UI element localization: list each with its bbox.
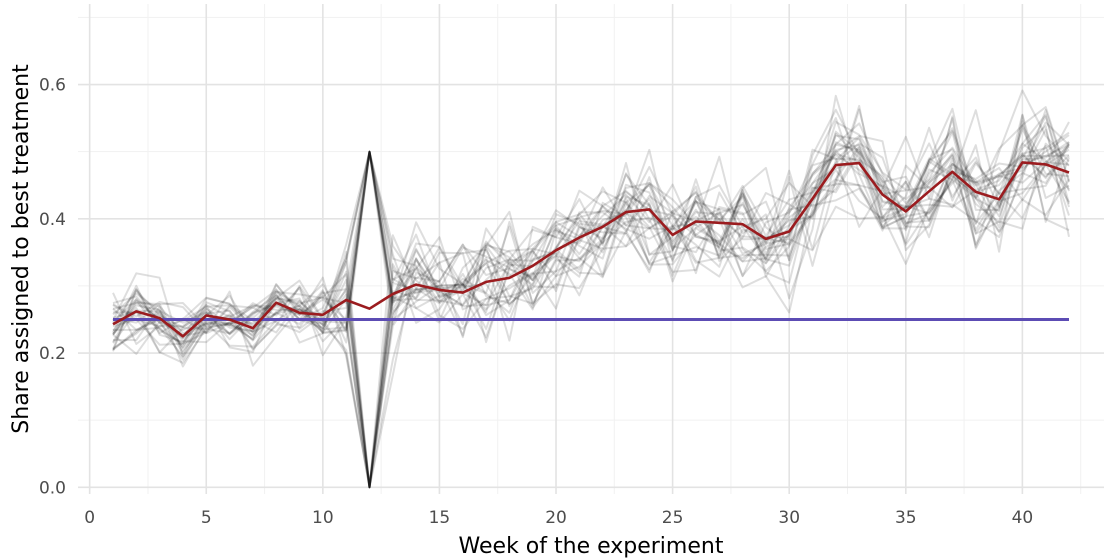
grid-minor — [78, 4, 1104, 494]
x-tick-label: 40 — [1012, 508, 1034, 528]
replicate-line — [112, 131, 1070, 489]
replicate-line — [112, 145, 1070, 355]
replicate-line — [112, 94, 1070, 346]
x-tick-labels: 0 5 10 15 20 25 30 35 40 — [84, 508, 1033, 528]
x-tick-label: 35 — [895, 508, 917, 528]
replicate-line — [112, 140, 1070, 489]
replicate-line — [112, 117, 1070, 358]
replicate-line — [112, 108, 1070, 344]
x-axis-title: Week of the experiment — [459, 534, 724, 558]
y-tick-label: 0.0 — [39, 478, 66, 498]
replicate-line — [112, 113, 1070, 489]
y-tick-label: 0.6 — [39, 76, 66, 96]
x-tick-label: 25 — [662, 508, 684, 528]
y-tick-label: 0.4 — [39, 210, 66, 230]
replicate-line — [112, 121, 1070, 489]
replicate-line — [112, 135, 1070, 489]
replicate-line — [112, 109, 1070, 368]
replicate-line — [112, 121, 1070, 351]
replicate-line — [112, 114, 1070, 351]
replicate-line — [112, 104, 1070, 341]
replicate-line — [112, 106, 1070, 333]
x-tick-label: 0 — [84, 508, 95, 528]
replicate-line — [112, 128, 1070, 336]
y-tick-label: 0.2 — [39, 344, 66, 364]
replicate-line — [112, 149, 1070, 489]
replicate-line — [112, 117, 1070, 489]
y-axis-title: Share assigned to best treatment — [9, 64, 34, 434]
replicate-line — [112, 134, 1070, 489]
replicate-line — [112, 108, 1070, 364]
x-tick-label: 20 — [545, 508, 567, 528]
replicate-line — [112, 141, 1070, 489]
mean-series-line — [112, 161, 1070, 338]
x-tick-label: 5 — [201, 508, 212, 528]
x-tick-label: 30 — [778, 508, 800, 528]
replicate-lines — [112, 89, 1070, 489]
replicate-line — [112, 122, 1070, 334]
x-tick-label: 15 — [429, 508, 451, 528]
replicate-line — [112, 134, 1070, 361]
x-tick-label: 10 — [312, 508, 334, 528]
mean-line — [112, 161, 1070, 338]
y-tick-labels: 0.0 0.2 0.4 0.6 — [39, 76, 66, 499]
